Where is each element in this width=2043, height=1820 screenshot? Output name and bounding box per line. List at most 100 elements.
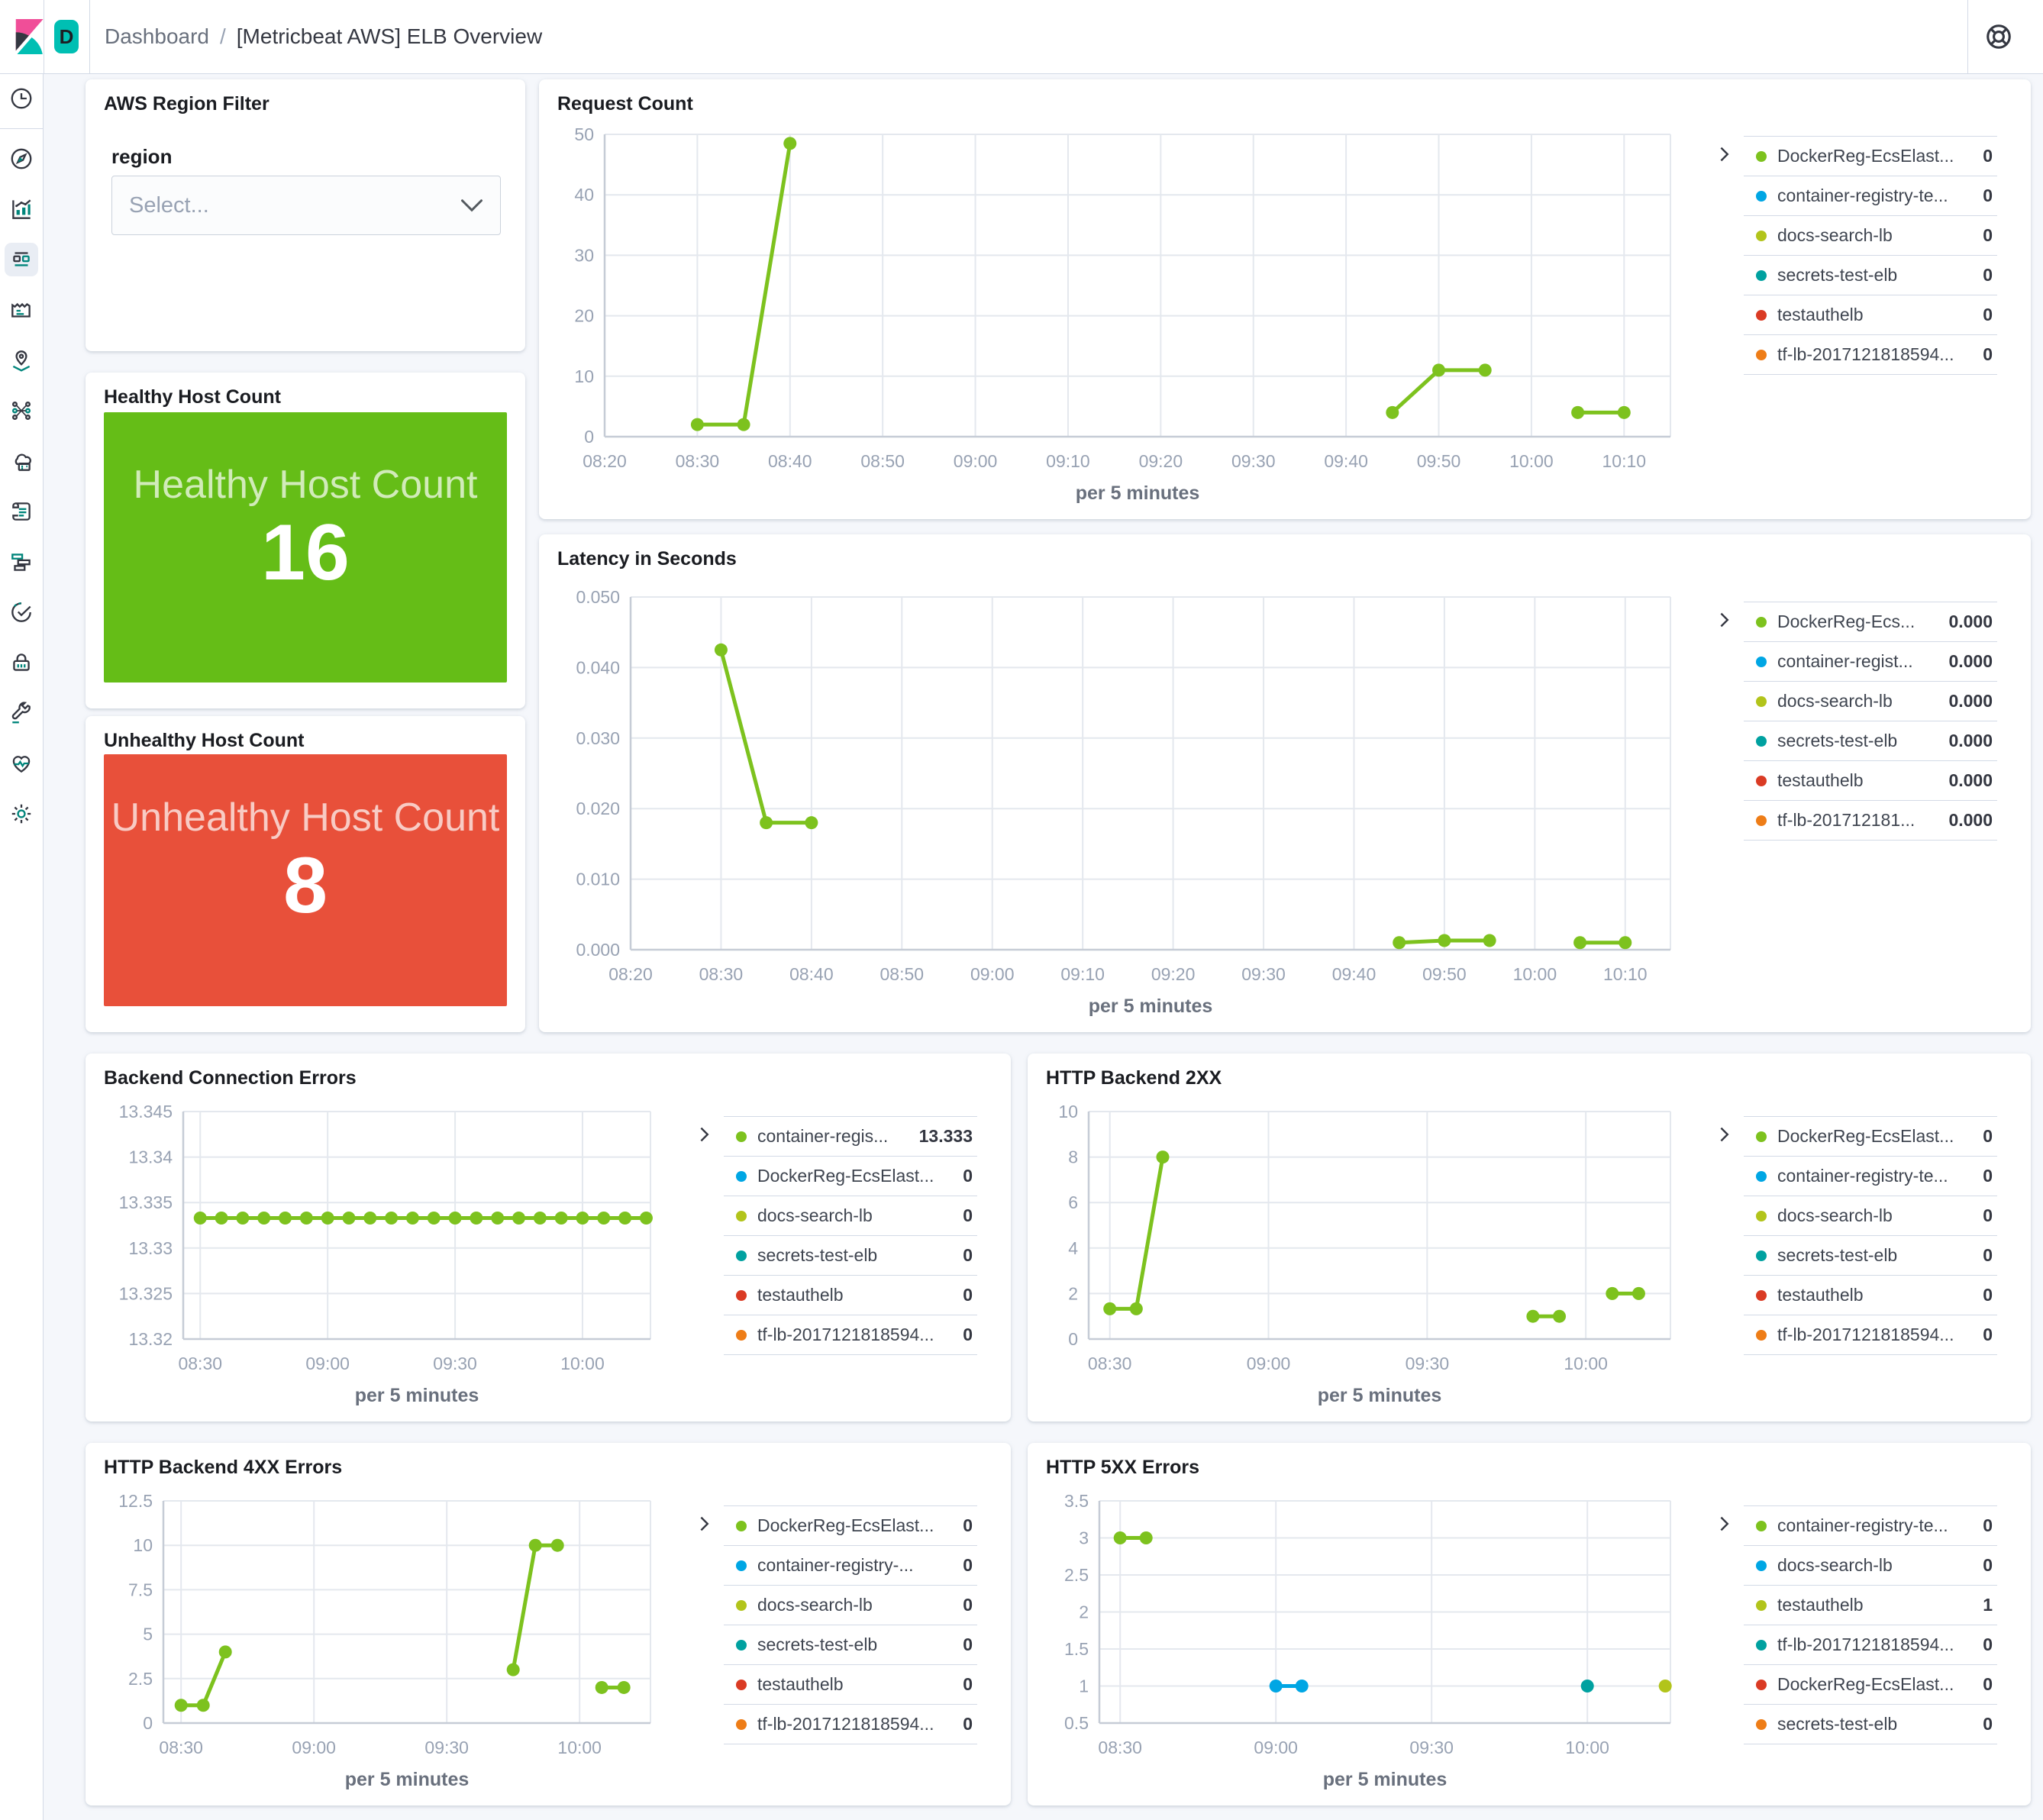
- legend-item[interactable]: container-registry-... 0: [724, 1545, 977, 1585]
- legend-item[interactable]: secrets-test-elb 0: [1744, 1704, 1997, 1744]
- legend-series-label: testauthelb: [1777, 1285, 1864, 1305]
- legend-item[interactable]: tf-lb-2017121818594... 0: [1744, 1315, 1997, 1355]
- legend-item[interactable]: secrets-test-elb 0: [724, 1235, 977, 1275]
- legend-item[interactable]: docs-search-lb 0.000: [1744, 681, 1997, 721]
- svg-text:12.5: 12.5: [118, 1491, 153, 1511]
- chart-canvas[interactable]: 0 2 4 6 8 10 08:30 09:00 09:30 10:00 per 5 minutes: [1046, 1099, 1698, 1412]
- legend-item[interactable]: docs-search-lb 0: [1744, 1196, 1997, 1235]
- legend-toggle-chevron-icon[interactable]: [1715, 1125, 1733, 1144]
- sidebar-item-machine-learning[interactable]: [0, 386, 43, 436]
- legend-toggle-chevron-icon[interactable]: [1715, 611, 1733, 629]
- legend-item[interactable]: DockerReg-EcsElast... 0: [1744, 1116, 1997, 1156]
- legend-item[interactable]: secrets-test-elb 0.000: [1744, 721, 1997, 760]
- legend-series-dot: [736, 1718, 747, 1730]
- legend-item[interactable]: testauthelb 0.000: [1744, 760, 1997, 800]
- sidebar-item-dashboard[interactable]: [0, 234, 43, 285]
- legend-item[interactable]: container-registry-te... 0: [1744, 1505, 1997, 1545]
- panel-latency-in-seconds: Latency in Seconds DockerReg-Ecs... 0.000 c…: [539, 534, 2031, 1032]
- sidebar-item-dev-tools[interactable]: [0, 688, 43, 738]
- legend-item[interactable]: testauthelb 0: [724, 1275, 977, 1315]
- chart-canvas[interactable]: 0.5 1 1.5 2 2.5 3 3.5 08:30 09:00 09:30 10:00 per 5…: [1046, 1489, 1698, 1796]
- legend-item[interactable]: tf-lb-2017121818594... 0: [1744, 1625, 1997, 1664]
- legend-item[interactable]: tf-lb-2017121818594... 0: [724, 1315, 977, 1355]
- sidebar-item-discover[interactable]: [0, 134, 43, 184]
- svg-text:0.020: 0.020: [576, 799, 620, 818]
- svg-text:09:30: 09:30: [424, 1738, 469, 1757]
- legend-item[interactable]: tf-lb-2017121818594... 0: [724, 1704, 977, 1744]
- sidebar-item-uptime[interactable]: [0, 587, 43, 637]
- legend-item[interactable]: tf-lb-201712181... 0.000: [1744, 800, 1997, 841]
- legend-item[interactable]: container-regist... 0.000: [1744, 641, 1997, 681]
- legend-series-dot: [736, 1639, 747, 1651]
- panel-aws-region-filter: AWS Region Filter region Select...: [86, 79, 525, 351]
- svg-text:6: 6: [1068, 1192, 1078, 1212]
- legend-item[interactable]: container-registry-te... 0: [1744, 176, 1997, 215]
- sidebar-group-divider: [0, 128, 43, 129]
- legend-item[interactable]: docs-search-lb 0: [1744, 215, 1997, 255]
- legend-series-dot: [1756, 269, 1767, 281]
- legend-item[interactable]: testauthelb 0: [1744, 1275, 1997, 1315]
- legend-item[interactable]: docs-search-lb 0: [1744, 1545, 1997, 1585]
- legend-item[interactable]: secrets-test-elb 0: [1744, 1235, 1997, 1275]
- panel-title: Healthy Host Count: [104, 386, 281, 408]
- legend-item[interactable]: docs-search-lb 0: [724, 1196, 977, 1235]
- legend-item[interactable]: container-regis... 13.333: [724, 1116, 977, 1156]
- help-menu-button[interactable]: [1982, 20, 2016, 53]
- space-avatar[interactable]: D: [54, 20, 79, 53]
- sidebar-item-management[interactable]: [0, 789, 43, 839]
- legend-series-label: testauthelb: [1777, 770, 1864, 790]
- legend-item[interactable]: DockerReg-EcsElast... 0: [724, 1505, 977, 1545]
- sidebar-item-recently-viewed[interactable]: [0, 73, 43, 124]
- kibana-logo[interactable]: [11, 19, 47, 54]
- svg-text:10:00: 10:00: [1509, 451, 1554, 471]
- svg-text:7.5: 7.5: [128, 1580, 153, 1599]
- legend-series-value: 0: [963, 1634, 973, 1654]
- legend-item[interactable]: DockerReg-EcsElast... 0: [724, 1156, 977, 1196]
- legend-series-dot: [1756, 815, 1767, 826]
- chart-canvas[interactable]: 0 2.5 5 7.5 10 12.5 08:30 09:00 09:30 10:00 per 5 …: [104, 1489, 678, 1796]
- sidebar-item-apm[interactable]: [0, 537, 43, 587]
- sidebar-item-canvas[interactable]: [0, 285, 43, 335]
- legend-series-dot: [736, 1170, 747, 1182]
- chart-canvas[interactable]: 13.32 13.325 13.33 13.335 13.34 13.345 08:30 09…: [104, 1099, 678, 1412]
- legend-item[interactable]: testauthelb 0: [1744, 295, 1997, 334]
- legend-item[interactable]: tf-lb-2017121818594... 0: [1744, 334, 1997, 375]
- legend-item[interactable]: DockerReg-EcsElast... 0: [1744, 1664, 1997, 1704]
- legend-toggle-chevron-icon[interactable]: [1715, 145, 1733, 163]
- legend-item[interactable]: DockerReg-EcsElast... 0: [1744, 136, 1997, 176]
- legend-series-label: tf-lb-2017121818594...: [1777, 1634, 1954, 1654]
- legend-series-dot: [736, 1131, 747, 1142]
- sidebar-item-maps[interactable]: [0, 335, 43, 386]
- svg-text:09:10: 09:10: [1060, 964, 1105, 984]
- svg-text:50: 50: [574, 124, 594, 144]
- logs-icon: [5, 495, 38, 528]
- legend-item[interactable]: container-registry-te... 0: [1744, 1156, 1997, 1196]
- legend-item[interactable]: secrets-test-elb 0: [1744, 255, 1997, 295]
- svg-text:10:00: 10:00: [1513, 964, 1557, 984]
- legend-item[interactable]: testauthelb 1: [1744, 1585, 1997, 1625]
- chart-canvas[interactable]: 0.000 0.010 0.020 0.030 0.040 0.050 08:20 08:30…: [557, 585, 1698, 1023]
- legend-item[interactable]: DockerReg-Ecs... 0.000: [1744, 602, 1997, 641]
- sidebar-item-visualize[interactable]: [0, 184, 43, 234]
- legend-toggle-chevron-icon[interactable]: [1715, 1515, 1733, 1533]
- panel-unhealthy-host-count: Unhealthy Host Count Unhealthy Host Coun…: [86, 716, 525, 1032]
- svg-text:0.030: 0.030: [576, 728, 620, 748]
- sidebar-item-stack-monitoring[interactable]: [0, 738, 43, 789]
- legend-item[interactable]: testauthelb 0: [724, 1664, 977, 1704]
- svg-text:09:50: 09:50: [1422, 964, 1467, 984]
- chart-canvas[interactable]: 0 10 20 30 40 50 08:20 08:30 08:40 08:50 09:00 09:1…: [557, 122, 1698, 510]
- region-select[interactable]: Select...: [111, 176, 501, 235]
- sidebar-item-siem[interactable]: [0, 637, 43, 688]
- legend-series-label: testauthelb: [757, 1674, 844, 1694]
- discover-icon: [5, 142, 38, 176]
- legend-series-value: 0: [1983, 1674, 1993, 1694]
- sidebar-item-logs[interactable]: [0, 486, 43, 537]
- legend-toggle-chevron-icon[interactable]: [695, 1515, 713, 1533]
- sidebar-item-infrastructure[interactable]: [0, 436, 43, 486]
- legend-toggle-chevron-icon[interactable]: [695, 1125, 713, 1144]
- legend-item[interactable]: secrets-test-elb 0: [724, 1625, 977, 1664]
- legend-item[interactable]: docs-search-lb 0: [724, 1585, 977, 1625]
- breadcrumb-dashboard-link[interactable]: Dashboard: [105, 24, 209, 48]
- legend-series-dot: [736, 1329, 747, 1341]
- header-divider: [89, 0, 90, 73]
